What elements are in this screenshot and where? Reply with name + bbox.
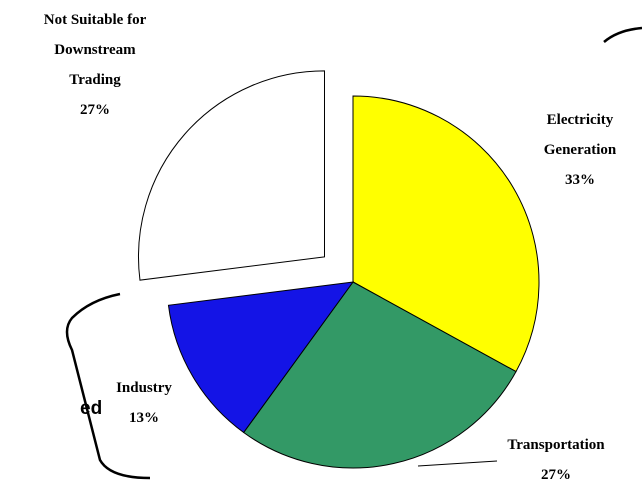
pie-slice [137,70,325,281]
pie-slice [167,281,355,434]
slice-label: Not Suitable for Downstream Trading 27% [28,5,163,125]
bracket [65,292,151,480]
value-label: 27% [80,102,110,118]
leader-line [417,460,498,467]
value-label: 27% [541,467,571,483]
bracket [603,26,642,43]
slice-label: Electricity Generation 33% [525,105,635,195]
pie-slice [352,95,540,373]
pie-slice [242,281,517,469]
annotation: ed [80,398,103,419]
category-label: Transportation [507,437,605,453]
slice-label: Industry 13% [99,373,189,433]
slice-label: Transportation 27% [486,430,626,490]
category-label: Industry [116,380,172,396]
value-label: 33% [565,172,595,188]
category-label: Not Suitable for Downstream Trading [43,12,147,88]
category-label: Electricity Generation [543,112,617,158]
value-label: 13% [129,410,159,426]
